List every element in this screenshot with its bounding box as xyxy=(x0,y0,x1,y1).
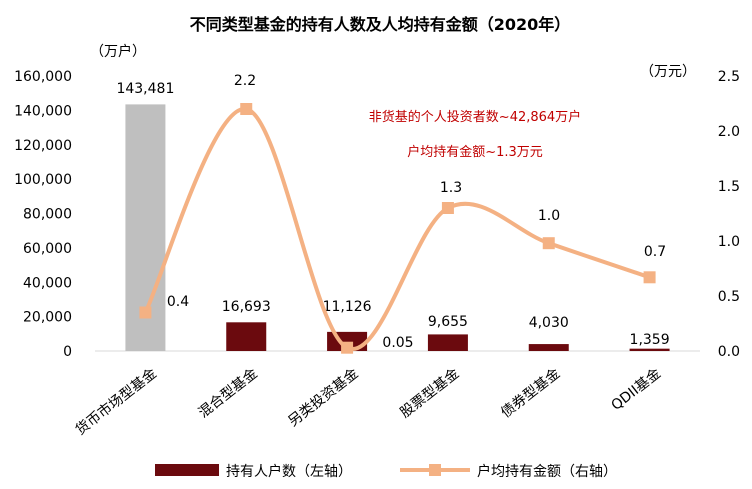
legend: 持有人户数（左轴） 户均持有金额（右轴） xyxy=(155,463,617,480)
x-tick-label: 股票型基金 xyxy=(397,365,463,421)
line-data-label: 1.0 xyxy=(538,208,560,224)
bar-data-label: 4,030 xyxy=(529,315,569,331)
x-tick-label: 债券型基金 xyxy=(498,365,564,421)
x-tick-label: QDII基金 xyxy=(608,365,664,414)
bar-data-label: 1,359 xyxy=(630,332,670,348)
y-left-tick-label: 120,000 xyxy=(14,138,72,154)
y-right-tick-label: 2.0 xyxy=(718,124,740,140)
line-data-label: 0.7 xyxy=(644,244,666,260)
line-marker xyxy=(240,103,253,115)
line-data-label: 0.4 xyxy=(167,294,189,310)
bar-data-label: 16,693 xyxy=(222,299,271,315)
y-left-tick-label: 100,000 xyxy=(14,172,72,188)
line-data-label: 0.05 xyxy=(382,335,413,351)
line-marker xyxy=(341,341,354,354)
y-right-tick-label: 1.5 xyxy=(718,179,740,195)
legend-marker-line xyxy=(429,464,441,476)
y-right-tick-label: 1.0 xyxy=(718,234,740,250)
annotation-avg-amount: 户均持有金额~1.3万元 xyxy=(407,144,543,160)
bar xyxy=(226,322,267,351)
y-left-tick-label: 80,000 xyxy=(23,207,72,223)
left-axis-unit: （万户） xyxy=(90,43,146,60)
y-right-tick-label: 0.5 xyxy=(718,289,740,305)
y-left-tick-label: 0 xyxy=(63,344,72,360)
y-left-tick-label: 140,000 xyxy=(14,103,72,119)
line-marker xyxy=(643,271,656,284)
y-right-tick-label: 2.5 xyxy=(718,69,740,85)
line-data-label: 1.3 xyxy=(440,180,462,196)
legend-swatch-bar xyxy=(155,464,219,476)
bar-series: 143,481 16,693 11,126 9,655 4,030 1,359 xyxy=(116,81,670,351)
bar-data-label: 11,126 xyxy=(323,299,372,315)
annotation-investors: 非货基的个人投资者数~42,864万户 xyxy=(369,109,581,125)
bar xyxy=(528,344,569,351)
y-left-tick-label: 40,000 xyxy=(23,275,72,291)
legend-label-bar: 持有人户数（左轴） xyxy=(226,463,352,480)
y-left-tick-label: 20,000 xyxy=(23,310,72,326)
y-left-tick-label: 160,000 xyxy=(14,69,72,85)
legend-label-line: 户均持有金额（右轴） xyxy=(477,463,617,480)
y-right-tick-label: 0.0 xyxy=(718,344,740,360)
line-series: 0.4 2.2 0.05 1.3 1.0 0.7 xyxy=(139,73,666,354)
chart-title: 不同类型基金的持有人数及人均持有金额（2020年） xyxy=(190,15,571,34)
bar xyxy=(427,334,468,351)
line-marker xyxy=(542,237,555,250)
right-axis-unit: （万元） xyxy=(640,64,696,80)
y-left-tick-label: 60,000 xyxy=(23,241,72,257)
line-marker xyxy=(441,202,454,214)
bar-data-label: 9,655 xyxy=(428,314,468,330)
bar xyxy=(629,348,670,351)
line-data-label: 2.2 xyxy=(234,73,256,89)
x-tick-label: 另类投资基金 xyxy=(285,365,362,430)
x-tick-label: 货币市场型基金 xyxy=(72,365,160,439)
line-marker xyxy=(139,306,152,319)
x-tick-label: 混合型基金 xyxy=(195,365,261,421)
bar-data-label: 143,481 xyxy=(116,81,174,97)
